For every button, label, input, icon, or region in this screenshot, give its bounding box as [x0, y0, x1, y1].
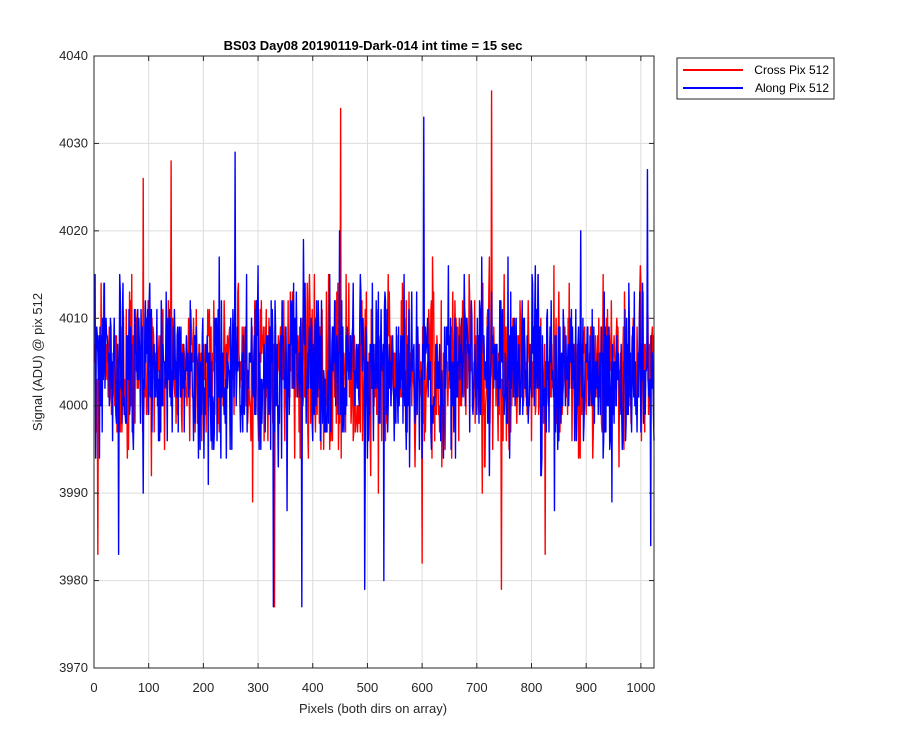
- plot-box: [93, 55, 655, 669]
- y-tick-label: 4020: [59, 223, 88, 238]
- x-tick-label: 600: [411, 680, 433, 695]
- x-tick-label: 1000: [626, 680, 655, 695]
- x-tick-label: 900: [575, 680, 597, 695]
- axis-ticks: 0 100 200 300 400 500 600 700 800 900 1000 3970 3980…: [59, 48, 655, 695]
- y-tick-label: 4030: [59, 135, 88, 150]
- series-line-along-pix-512: [93, 116, 655, 608]
- x-axis-label: Pixels (both dirs on array): [299, 701, 447, 716]
- x-tick-label: 200: [193, 680, 215, 695]
- legend-box: [676, 57, 835, 100]
- y-axis-label: Signal (ADU) @ pix 512: [30, 293, 45, 431]
- legend-entry-cross: Cross Pix 512: [683, 63, 829, 77]
- x-tick-label: 500: [357, 680, 379, 695]
- x-tick-label: 400: [302, 680, 324, 695]
- x-tick-label: 800: [521, 680, 543, 695]
- series-layer: [93, 90, 655, 608]
- y-tick-label: 3990: [59, 485, 88, 500]
- y-tick-label: 4000: [59, 398, 88, 413]
- x-tick-label: 300: [247, 680, 269, 695]
- plot-axes: 0 100 200 300 400 500 600 700 800 900 1000 3970 3980…: [59, 48, 655, 695]
- y-tick-label: 3970: [59, 660, 88, 675]
- x-tick-label: 0: [90, 680, 97, 695]
- legend: Cross Pix 512 Along Pix 512: [676, 57, 835, 100]
- chart-title: BS03 Day08 20190119-Dark-014 int time = …: [224, 38, 523, 53]
- x-tick-label: 100: [138, 680, 160, 695]
- y-tick-label: 3980: [59, 573, 88, 588]
- legend-label-along: Along Pix 512: [755, 81, 829, 95]
- legend-entry-along: Along Pix 512: [683, 81, 829, 95]
- y-tick-label: 4010: [59, 310, 88, 325]
- y-tick-label: 4040: [59, 48, 88, 63]
- legend-label-cross: Cross Pix 512: [754, 63, 829, 77]
- x-tick-label: 700: [466, 680, 488, 695]
